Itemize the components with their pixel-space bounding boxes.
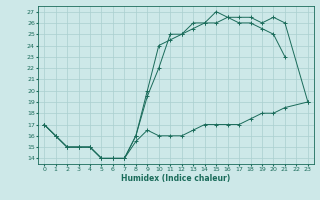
- X-axis label: Humidex (Indice chaleur): Humidex (Indice chaleur): [121, 174, 231, 183]
